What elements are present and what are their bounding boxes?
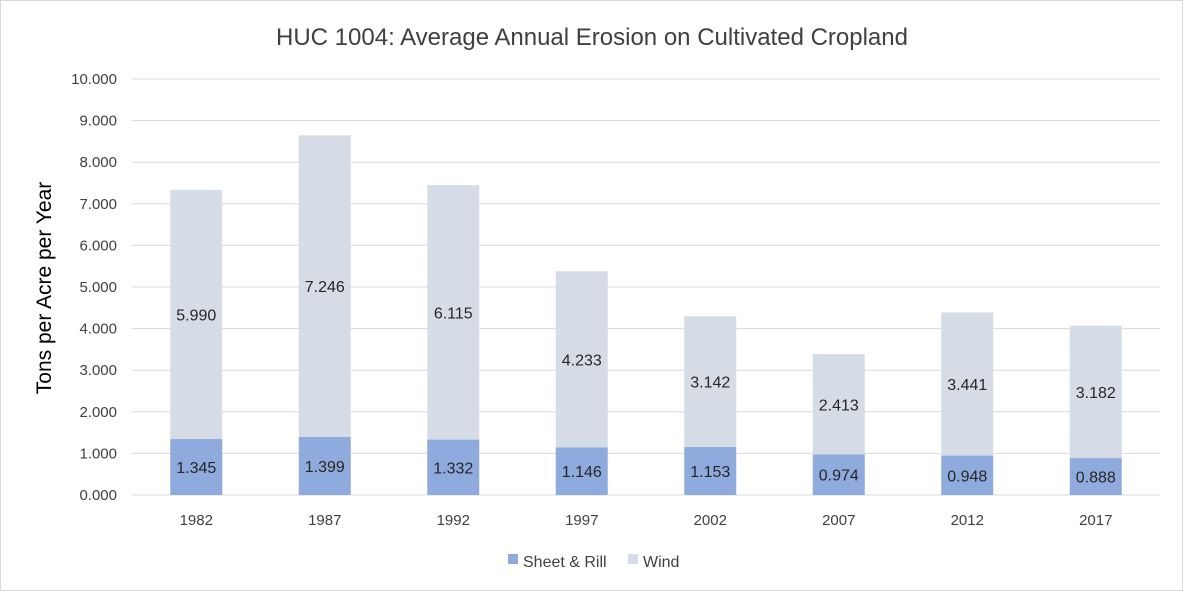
- bar-sheet-rill-2017: [1069, 458, 1122, 495]
- legend-swatch-sheet-rill: [508, 554, 518, 564]
- data-label: 1.332: [433, 460, 473, 477]
- x-tick-label: 1992: [437, 512, 470, 529]
- y-tick-label: 1.000: [79, 445, 117, 462]
- gridlines: [132, 78, 1160, 496]
- bar-wind-2012: [941, 312, 994, 456]
- bar-wind-1987: [298, 135, 351, 437]
- bar-sheet-rill-2012: [941, 455, 994, 495]
- y-tick-label: 8.000: [79, 154, 117, 171]
- data-label: 7.246: [305, 279, 345, 296]
- x-tick-label: 1997: [565, 512, 598, 529]
- y-tick-label: 4.000: [79, 321, 117, 338]
- data-label: 3.441: [947, 377, 987, 394]
- y-tick-label: 7.000: [79, 196, 117, 213]
- y-tick-label: 3.000: [79, 362, 117, 379]
- y-axis-ticks: 0.000 1.000 2.000 3.000 4.000 5.000 6.000 7.000…: [71, 71, 117, 504]
- bars: 1.345 5.990 1.399 7.246 1.332 6.115 1.146 4.233…: [170, 135, 1122, 495]
- data-label: 3.182: [1076, 385, 1116, 402]
- y-tick-label: 10.000: [71, 71, 117, 88]
- chart-title: HUC 1004: Average Annual Erosion on Cult…: [276, 24, 908, 51]
- data-label: 3.142: [690, 375, 730, 392]
- data-label: 1.399: [305, 459, 345, 476]
- bar-wind-1982: [170, 189, 223, 440]
- bar-wind-1992: [427, 185, 480, 440]
- data-label: 6.115: [434, 305, 473, 322]
- data-label: 0.948: [947, 468, 987, 485]
- bar-wind-2002: [684, 316, 737, 448]
- y-tick-label: 5.000: [79, 279, 117, 296]
- y-tick-label: 0.000: [79, 487, 117, 504]
- legend-swatch-wind: [628, 554, 638, 564]
- data-label: 4.233: [562, 352, 602, 369]
- bar-sheet-rill-1982: [170, 439, 223, 495]
- bar-sheet-rill-1987: [298, 436, 351, 495]
- legend: Sheet & Rill Wind: [508, 554, 679, 571]
- data-label: 5.990: [176, 307, 216, 324]
- x-tick-label: 2017: [1079, 512, 1112, 529]
- x-axis-ticks: 1982 1987 1992 1997 2002 2007 2012 2017: [180, 512, 1113, 529]
- bar-sheet-rill-2002: [684, 447, 737, 495]
- x-tick-label: 2007: [822, 512, 855, 529]
- y-tick-label: 6.000: [79, 237, 117, 254]
- y-axis-label: Tons per Acre per Year: [33, 182, 56, 394]
- bar-wind-2017: [1069, 325, 1122, 459]
- legend-label: Wind: [643, 554, 679, 571]
- bar-wind-2007: [812, 354, 865, 455]
- data-label: 1.153: [690, 464, 730, 481]
- x-tick-label: 2012: [951, 512, 984, 529]
- data-label: 0.888: [1076, 470, 1116, 487]
- y-tick-label: 2.000: [79, 404, 117, 421]
- data-label: 2.413: [819, 397, 859, 414]
- bar-wind-1997: [555, 271, 608, 448]
- x-tick-label: 1987: [308, 512, 341, 529]
- data-label: 0.974: [819, 468, 859, 485]
- bar-sheet-rill-1992: [427, 439, 480, 495]
- x-tick-label: 2002: [694, 512, 727, 529]
- x-tick-label: 1982: [180, 512, 213, 529]
- bar-sheet-rill-1997: [555, 447, 608, 495]
- legend-label: Sheet & Rill: [523, 554, 607, 571]
- data-label: 1.345: [176, 460, 216, 477]
- data-label: 1.146: [562, 464, 602, 481]
- bar-sheet-rill-2007: [812, 454, 865, 495]
- y-tick-label: 9.000: [79, 113, 117, 130]
